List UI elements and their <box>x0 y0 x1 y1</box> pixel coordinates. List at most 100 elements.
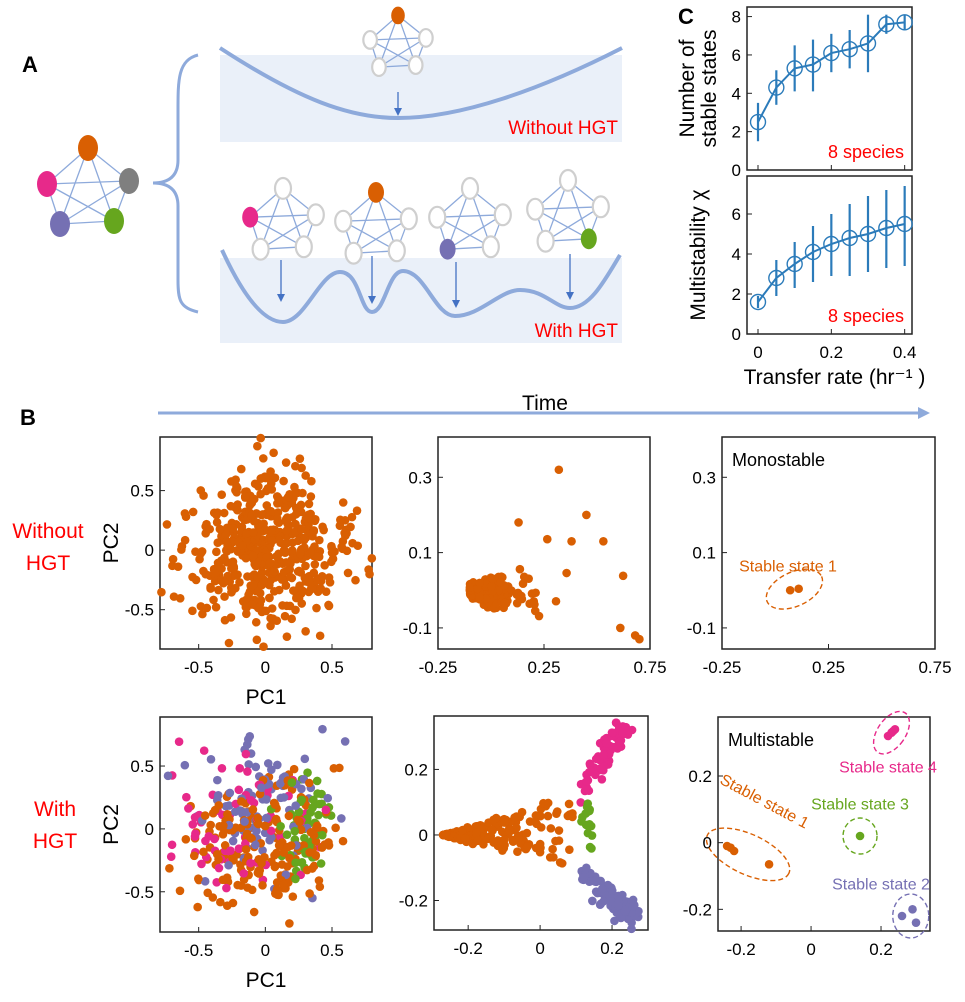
scatter-point <box>272 552 281 561</box>
scatter-point <box>213 791 223 800</box>
species-node <box>580 228 597 250</box>
panel-b-letter: B <box>20 405 36 430</box>
scatter-point <box>203 888 213 898</box>
y-tick-label: 0 <box>145 541 154 560</box>
scatter-point <box>223 541 232 550</box>
species-node <box>362 29 379 50</box>
scatter-point <box>300 573 310 583</box>
scatter-point <box>315 799 324 809</box>
scatter-point <box>180 760 190 770</box>
scatter-point <box>263 483 273 493</box>
scatter-point <box>301 626 310 636</box>
scatter-point <box>331 823 340 833</box>
scatter-point <box>240 492 250 501</box>
scatter-point <box>280 548 290 558</box>
scatter-point <box>261 821 270 831</box>
scatter-point <box>276 779 285 788</box>
scatter-point <box>188 606 197 616</box>
scatter-point <box>224 860 233 870</box>
scatter-point <box>279 476 288 486</box>
scatter-point <box>229 571 239 580</box>
scatter-point <box>248 528 258 537</box>
annotation-8-species: 8 species <box>828 306 904 326</box>
y-tick-label: -0.5 <box>125 883 154 902</box>
scatter-point <box>627 924 636 934</box>
scatter-point <box>236 464 246 474</box>
scatter-point <box>259 642 268 652</box>
scatter-point <box>543 798 553 808</box>
scatter-point <box>316 859 326 868</box>
scatter-point <box>270 800 280 810</box>
species-node <box>558 168 578 192</box>
panel-a-letter: A <box>22 52 38 77</box>
scatter-point <box>324 601 334 611</box>
scatter-point <box>243 883 252 892</box>
x-tick-label: 0.25 <box>527 658 560 677</box>
scatter-point <box>365 569 374 579</box>
scatter-point <box>554 465 564 475</box>
scatter-point <box>265 558 275 568</box>
x-tick-label: 0.75 <box>918 658 951 677</box>
scatter-point <box>200 811 210 820</box>
scatter-point <box>309 526 319 536</box>
scatter-point <box>590 877 600 886</box>
x-tick-label: 0.25 <box>812 658 845 677</box>
scatter-point <box>303 768 312 777</box>
species-node <box>428 205 447 229</box>
scatter-point <box>281 558 291 567</box>
species-node <box>273 176 293 200</box>
scatter-point <box>588 896 597 906</box>
scatter-point <box>530 606 540 616</box>
scatter-point <box>166 852 176 862</box>
scatter-point <box>336 515 345 525</box>
scatter-point <box>295 454 305 463</box>
scatter-point <box>337 542 346 552</box>
data-point <box>896 215 913 233</box>
scatter-point <box>293 536 303 546</box>
interaction-edge <box>535 206 601 210</box>
x-axis-label: PC1 <box>246 969 287 992</box>
scatter-point <box>219 508 229 518</box>
species-node <box>119 168 139 194</box>
scatter-point <box>616 623 625 633</box>
scatter-point <box>246 796 256 805</box>
scatter-point <box>351 575 360 585</box>
scatter-point <box>500 598 510 608</box>
landscape-arrows <box>277 92 574 308</box>
scatter-point <box>227 588 236 597</box>
y-tick-label: 4 <box>732 84 741 103</box>
scatter-point <box>608 728 617 738</box>
scatter-point <box>794 584 803 594</box>
scatter-point <box>180 535 190 545</box>
scatter-point <box>233 880 243 890</box>
scatter-point <box>301 561 310 571</box>
scatter-point <box>306 492 316 501</box>
scatter-point <box>536 823 546 832</box>
y-tick-label: 0 <box>419 826 428 845</box>
scatter-point <box>576 798 586 807</box>
stable-state-label: Stable state 1 <box>717 772 811 833</box>
species-node <box>50 211 70 237</box>
scatter-point <box>500 835 509 844</box>
scatter-point <box>220 592 229 601</box>
interaction-edge <box>46 183 115 222</box>
scatter-point <box>242 529 251 539</box>
scatter-point <box>305 848 314 857</box>
scatter-point <box>199 491 208 500</box>
stable-state-ellipse <box>842 817 878 855</box>
interaction-edge <box>59 180 130 225</box>
scatter-point <box>212 547 221 557</box>
stable-state-label: Stable state 3 <box>811 796 909 813</box>
scatter-point <box>258 880 267 890</box>
interaction-edge <box>343 218 409 222</box>
scatter-point <box>242 609 251 619</box>
scatter-point <box>175 593 185 603</box>
scatter-point <box>215 524 225 534</box>
scatter-point <box>206 584 215 593</box>
y-tick-label: 0.5 <box>130 757 154 776</box>
y-tick-label: 0.3 <box>692 468 716 487</box>
scatter-point <box>585 759 595 768</box>
scatter-point <box>583 807 592 817</box>
scatter-point <box>270 567 279 576</box>
scatter-point <box>287 614 297 624</box>
